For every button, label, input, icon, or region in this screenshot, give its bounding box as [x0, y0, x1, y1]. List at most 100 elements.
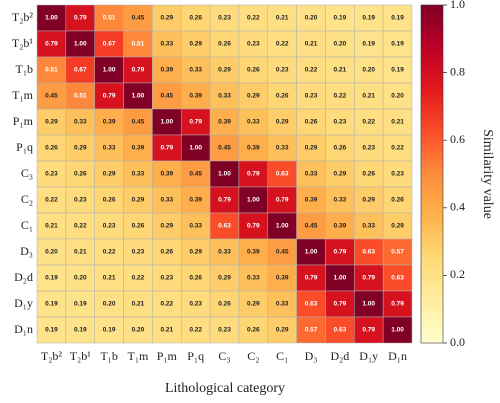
heatmap-cell	[325, 134, 355, 162]
cell-value-label: 1.00	[362, 301, 375, 308]
heatmap-cell	[325, 186, 355, 214]
cell-value-label: 0.26	[74, 171, 87, 178]
heatmap-cell	[209, 108, 240, 136]
heatmap-cell	[382, 82, 413, 110]
x-tick-label: C₃	[218, 349, 230, 363]
cell-value-label: 0.26	[247, 67, 260, 74]
cell-value-label: 0.29	[247, 93, 260, 100]
cell-value-label: 0.57	[305, 327, 318, 334]
heatmap-cell	[36, 56, 67, 84]
cell-value-label: 0.45	[45, 93, 58, 100]
x-tick-label: C₂	[247, 349, 259, 363]
cell-value-label: 0.51	[103, 15, 116, 22]
heatmap-cell	[354, 186, 384, 214]
colorbar-tick-label: 1.0	[450, 0, 465, 11]
cell-value-label: 0.21	[160, 327, 173, 334]
cell-value-label: 0.33	[160, 197, 173, 204]
cell-value-label: 0.57	[391, 249, 404, 256]
cell-value-label: 0.26	[189, 15, 202, 22]
heatmap-cell	[152, 160, 182, 188]
heatmap-cell	[152, 56, 182, 84]
cell-value-label: 0.33	[362, 223, 375, 230]
heatmap-cell	[354, 4, 384, 32]
cell-value-label: 0.29	[189, 41, 202, 48]
cell-value-label: 0.21	[132, 301, 145, 308]
cell-value-label: 0.21	[334, 67, 347, 74]
cell-value-label: 0.23	[103, 223, 116, 230]
cell-value-label: 1.00	[218, 171, 231, 178]
cell-value-label: 0.23	[132, 249, 145, 256]
cell-value-label: 0.33	[247, 119, 260, 126]
cell-value-label: 0.29	[218, 275, 231, 282]
cell-value-label: 0.29	[276, 119, 289, 126]
cell-value-label: 0.51	[74, 93, 87, 100]
heatmap-cell	[94, 4, 124, 32]
cell-value-label: 0.33	[74, 119, 87, 126]
heatmap-cell	[94, 56, 124, 84]
cell-value-label: 0.20	[74, 275, 87, 282]
cell-value-label: 0.29	[218, 67, 231, 74]
cell-value-label: 0.21	[74, 249, 87, 256]
heatmap-cell	[180, 30, 211, 58]
cell-value-label: 0.19	[74, 327, 87, 334]
heatmap-cell	[209, 238, 240, 266]
cell-value-label: 0.79	[45, 41, 58, 48]
x-tick-label: D₃	[305, 349, 318, 363]
heatmap-cell	[180, 160, 211, 188]
cell-value-label: 0.19	[391, 67, 404, 74]
cell-value-label: 1.00	[160, 119, 173, 126]
heatmap-cell	[209, 186, 240, 214]
x-tick-label: P₁q	[187, 349, 204, 363]
heatmap-cell	[36, 160, 67, 188]
cell-value-label: 0.45	[132, 15, 145, 22]
y-tick-label: C₂	[21, 192, 33, 206]
x-tick-label: T₂b²	[41, 349, 63, 363]
cell-value-label: 0.26	[132, 223, 145, 230]
cell-value-label: 0.19	[103, 327, 116, 334]
cell-value-label: 0.33	[276, 301, 289, 308]
heatmap-cell	[123, 82, 153, 110]
heatmap-cell	[152, 316, 182, 344]
heatmap-cell	[325, 238, 355, 266]
cell-value-label: 0.79	[247, 171, 260, 178]
heatmap-cell	[267, 186, 297, 214]
heatmap-cell	[36, 316, 67, 344]
cell-value-label: 0.29	[362, 197, 375, 204]
y-tick-label: C₁	[21, 218, 33, 232]
cell-value-label: 0.19	[362, 15, 375, 22]
cell-value-label: 0.21	[45, 223, 58, 230]
heatmap-cell	[152, 290, 182, 318]
x-tick-label: C₁	[276, 349, 288, 363]
cell-value-label: 0.23	[247, 41, 260, 48]
heatmap-cell	[354, 82, 384, 110]
cell-value-label: 0.21	[305, 41, 318, 48]
cell-value-label: 0.63	[276, 171, 289, 178]
cell-value-label: 0.79	[247, 223, 260, 230]
heatmap-cell	[238, 290, 269, 318]
heatmap-cell	[382, 134, 413, 162]
heatmap-cell	[267, 290, 297, 318]
cell-value-label: 0.79	[334, 249, 347, 256]
heatmap-cell	[382, 56, 413, 84]
x-tick-label: T₂b¹	[70, 349, 92, 363]
cell-value-label: 0.26	[305, 119, 318, 126]
heatmap-cell	[152, 238, 182, 266]
cell-value-label: 0.39	[276, 275, 289, 282]
cell-value-label: 0.79	[74, 15, 87, 22]
cell-value-label: 0.22	[276, 41, 289, 48]
cell-value-label: 0.19	[45, 275, 58, 282]
cell-value-label: 0.33	[218, 249, 231, 256]
heatmap-cell	[238, 212, 269, 240]
cell-value-label: 1.00	[132, 93, 145, 100]
heatmap-cell	[354, 238, 384, 266]
heatmap-cell	[94, 212, 124, 240]
heatmap-cell	[267, 212, 297, 240]
cell-value-label: 0.33	[189, 67, 202, 74]
heatmap-cell	[382, 30, 413, 58]
heatmap-cell	[238, 30, 269, 58]
heatmap-cell	[267, 160, 297, 188]
heatmap-cell	[36, 108, 67, 136]
heatmap-cell	[36, 264, 67, 292]
heatmap-cell	[94, 30, 124, 58]
heatmap-cell	[382, 160, 413, 188]
